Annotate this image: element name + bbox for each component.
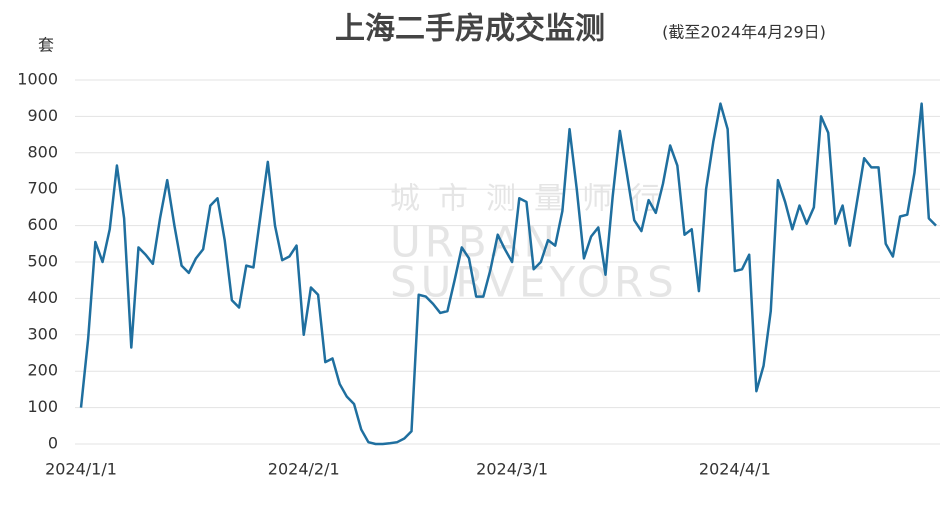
watermark-text: 城市测量师行 [390,182,678,217]
watermark: 城市测量师行 URBAN SURVEYORS [390,182,678,307]
y-tick-label: 800 [27,142,58,161]
y-tick-label: 100 [27,397,58,416]
y-tick-label: 700 [27,179,58,198]
y-tick-label: 500 [27,252,58,271]
x-tick-label: 2024/1/1 [45,460,117,479]
y-tick-label: 1000 [17,70,58,89]
y-tick-label: 200 [27,361,58,380]
x-tick-label: 2024/4/1 [699,460,771,479]
y-tick-label: 300 [27,324,58,343]
y-unit-label: 套 [38,36,54,55]
chart-title: 上海二手房成交监测 [335,12,605,47]
chart-subtitle: (截至2024年4月29日) [662,23,826,42]
y-tick-label: 600 [27,215,58,234]
data-line [79,102,937,446]
x-tick-label: 2024/3/1 [476,460,548,479]
x-tick-label: 2024/2/1 [268,460,340,479]
y-tick-label: 900 [27,106,58,125]
y-tick-label: 400 [27,288,58,307]
y-tick-label: 0 [48,434,58,453]
